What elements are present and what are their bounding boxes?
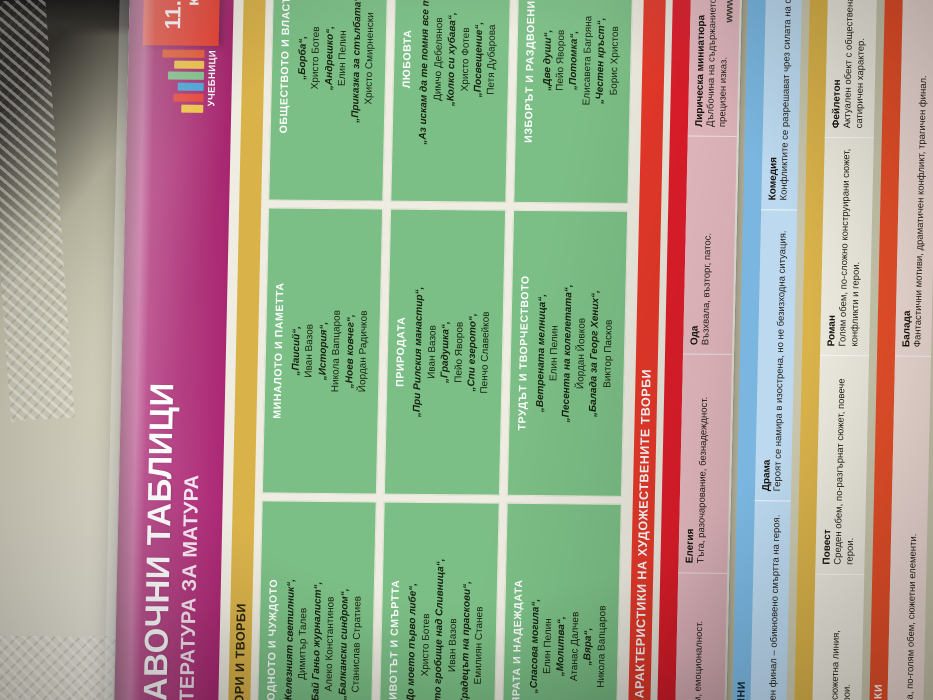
theme-card-heading: ЛЮБОВТА <box>401 29 415 89</box>
theme-card-items: „Спасова могила“, Елин Пелин „Молитва“, Ата… <box>525 513 611 700</box>
genre-entry: Комедия Конфликтите се разрешават чрез си… <box>761 0 804 210</box>
genre-entry: Ода Възхвала, възторг, патос. <box>683 135 737 355</box>
theme-card: ПРИРОДАТА „При Рилския манастир“, Иван Ваз… <box>384 208 506 496</box>
theme-card: ТРУДЪТ И ТВОРЧЕСТВОТО „Ветрената мелница“… <box>506 209 629 497</box>
genre-entry: Драма Героят се намира в изострена, но не… <box>754 209 798 501</box>
theme-card-items: „Борба“, Христо Ботев „Андрешко“, Елин Пели… <box>293 0 379 191</box>
theme-card-heading: ВЯРАТА И НАДЕЖДАТА <box>509 579 525 700</box>
themes-grid: РОДНОТО И ЧУЖДОТО „Железният светилник“, Д… <box>255 0 635 700</box>
theme-card-heading: ИЗБОРЪТ И РАЗДВОЕНИЕТО <box>522 0 538 143</box>
page-subtitle: ПО ЛИТЕРАТУРА ЗА МАТУРА <box>174 474 204 700</box>
genre-entry: СтихотворениеМерена реч, ритъм, емоциона… <box>673 572 727 700</box>
genre-entry-desc: Голям обем, по-сложно конструирани сюжет… <box>837 148 863 347</box>
theme-card-heading: МИНАЛОТО И ПАМЕТТА <box>271 282 287 419</box>
genre-entry-desc: Актуален обект с обществена значимост, с… <box>842 0 868 129</box>
theme-card-items: „До моето първо либе“, Христо Ботев „Новот… <box>403 512 489 700</box>
theme-card: ЖИВОТЪТ И СМЪРТТА „До моето първо либе“, Х… <box>377 501 500 700</box>
theme-card-items: „Две души“, Пейо Яворов „Потомка“, Елисавет… <box>538 0 624 194</box>
poster-body: ТЕМИ, АВТОРИ И ТВОРБИ РОДНОТО И ЧУЖДОТО „… <box>216 0 933 700</box>
theme-card-items: „Паисий“, Иван Вазов „История“, Никола Вапц… <box>287 218 373 485</box>
genre-group: ЛИРО-ЕПИЧЕСКИПоемаСтихотворна форма, по-… <box>867 0 933 700</box>
website-url[interactable]: www.bguchebnik.bg <box>723 0 737 23</box>
themes-section: ТЕМИ, АВТОРИ И ТВОРБИ РОДНОТО И ЧУЖДОТО „… <box>226 0 635 700</box>
poster-sheet: СПРАВОЧНИ ТАБЛИЦИ ПО ЛИТЕРАТУРА ЗА МАТУР… <box>102 0 933 700</box>
genre-entry: Фейлетон Актуален обект с обществена знач… <box>825 0 878 138</box>
theme-card-items: „При Рилския манастир“, Иван Вазов „Градуш… <box>409 219 495 486</box>
grade-line-1: 11. и 12. <box>160 0 187 30</box>
publisher-label: УЧЕБНИЦИ <box>206 49 219 107</box>
genre-entry: РазказМалък обем, една сюжетна линия, ог… <box>810 573 865 700</box>
genres-list: ЛИРИЧЕСКИСтихотворениеМерена реч, ритъм,… <box>655 0 933 700</box>
books-icon <box>159 49 205 113</box>
theme-card-items: „Железният светилник“, Димитър Талев „Бай … <box>281 511 367 700</box>
theme-card: ОБЩЕСТВОТО И ВЛАСТТА „Борба“, Христо Ботев… <box>268 0 390 202</box>
theme-card-heading: ТРУДЪТ И ТВОРЧЕСТВОТО <box>515 275 532 431</box>
genre-group: ЕПИЧЕСКИРазказМалък обем, една сюжетна л… <box>792 0 879 700</box>
lace-tablecloth-left <box>0 0 75 422</box>
reference-table-poster[interactable]: СПРАВОЧНИ ТАБЛИЦИ ПО ЛИТЕРАТУРА ЗА МАТУР… <box>102 0 933 700</box>
theme-card: МИНАЛОТО И ПАМЕТТА „Паисий“, Иван Вазов „Ис… <box>261 207 384 495</box>
work-author: Петя Дубарова <box>485 24 499 95</box>
genre-entry-desc: Конфликтите се разрешават чрез силата на… <box>778 0 795 201</box>
theme-card-heading: ЖИВОТЪТ И СМЪРТТА <box>387 579 403 700</box>
theme-card: РОДНОТО И ЧУЖДОТО „Железният светилник“, Д… <box>255 500 378 700</box>
theme-card-heading: ОБЩЕСТВОТО И ВЛАСТТА <box>277 0 294 134</box>
theme-card: ВЯРАТА И НАДЕЖДАТА „Спасова могила“, Елин … <box>500 502 622 700</box>
genre-entry: Повест Среден обем, по-разгърнат сюжет, п… <box>815 355 869 574</box>
genre-entry-desc: Малък обем, една сюжетна линия, ограниче… <box>828 584 857 700</box>
theme-card-heading: РОДНОТО И ЧУЖДОТО <box>265 578 281 700</box>
genres-section: ЖАНРОВИ ХАРАКТЕРИСТИКИ НА ХУДОЖЕСТВЕНИТЕ… <box>625 0 933 700</box>
genre-entry: Роман Голям обем, по-сложно конструирани … <box>820 137 874 356</box>
work-author: Христо Смирненски <box>363 12 377 105</box>
theme-card: ЛЮБОВТА „Аз искам да те помня все така“, Д… <box>390 0 513 203</box>
genre-entry-desc: Среден обем, по-разгърнат сюжет, повече … <box>832 378 857 565</box>
theme-card-items: „Аз искам да те помня все така“, Димчо Де… <box>416 0 502 193</box>
genre-entry: ТрагедияКонфликт с трагичен финал – обик… <box>748 500 791 700</box>
grade-line-2: клас <box>183 0 203 6</box>
genre-entry: Балада Фантастични мотиви, драматичен кон… <box>895 0 933 356</box>
poster-page: СПРАВОЧНИ ТАБЛИЦИ ПО ЛИТЕРАТУРА ЗА МАТУР… <box>112 0 933 700</box>
genre-entry: Елегия Тъга, разочарование, безнадеждност… <box>678 353 732 573</box>
theme-card: ИЗБОРЪТ И РАЗДВОЕНИЕТО „Две души“, Пейо Яв… <box>512 0 635 204</box>
poster-rotated-content: СПРАВОЧНИ ТАБЛИЦИ ПО ЛИТЕРАТУРА ЗА МАТУР… <box>112 0 933 700</box>
genre-group: ДРАМАТУРГИЧНИТрагедияКонфликт с трагичен… <box>730 0 804 700</box>
theme-card-heading: ПРИРОДАТА <box>394 316 409 387</box>
genre-group: ЛИРИЧЕСКИСтихотворениеМерена реч, ритъм,… <box>655 0 742 700</box>
theme-card-items: „Ветрената мелница“, Елин Пелин „Песента н… <box>532 220 618 487</box>
